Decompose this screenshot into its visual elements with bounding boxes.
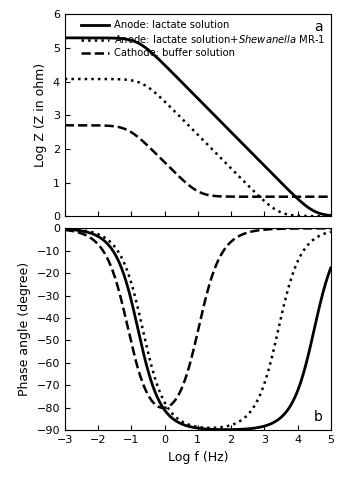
Cathode: buffer solution: (-3, 2.7): buffer solution: (-3, 2.7) [63,122,67,128]
Anode: lactate solution+$\it{Shewanella}$ MR-1: (-2.59, 4.08): lactate solution+$\it{Shewanella}$ MR-1:… [76,76,80,82]
Y-axis label: Log Z (Z in ohm): Log Z (Z in ohm) [34,63,47,167]
Anode: lactate solution+$\it{Shewanella}$ MR-1: (5, 0.000153): lactate solution+$\it{Shewanella}$ MR-1:… [329,213,333,219]
Anode: lactate solution+$\it{Shewanella}$ MR-1: (4.76, 0.000453): lactate solution+$\it{Shewanella}$ MR-1:… [321,213,325,219]
Anode: lactate solution: (4.77, 0.0561): lactate solution: (4.77, 0.0561) [321,211,325,217]
Anode: lactate solution+$\it{Shewanella}$ MR-1: (0.89, 2.53): lactate solution+$\it{Shewanella}$ MR-1:… [192,128,196,134]
Anode: lactate solution: (4.76, 0.0571): lactate solution: (4.76, 0.0571) [321,211,325,217]
Cathode: buffer solution: (0.89, 0.807): buffer solution: (0.89, 0.807) [192,186,196,192]
Anode: lactate solution: (-2.59, 5.3): lactate solution: (-2.59, 5.3) [76,35,80,41]
Anode: lactate solution: (3.3, 1.2): lactate solution: (3.3, 1.2) [272,173,276,179]
Cathode: buffer solution: (0.678, 0.965): buffer solution: (0.678, 0.965) [185,181,189,186]
Line: Anode: lactate solution+$\it{Shewanella}$ MR-1: Anode: lactate solution+$\it{Shewanella}… [65,79,331,216]
Cathode: buffer solution: (-2.59, 2.7): buffer solution: (-2.59, 2.7) [76,122,80,128]
Anode: lactate solution+$\it{Shewanella}$ MR-1: (-3, 4.08): lactate solution+$\it{Shewanella}$ MR-1:… [63,76,67,82]
Cathode: buffer solution: (3.3, 0.58): buffer solution: (3.3, 0.58) [272,194,276,200]
Cathode: buffer solution: (5, 0.58): buffer solution: (5, 0.58) [329,194,333,200]
Anode: lactate solution: (0.89, 3.61): lactate solution: (0.89, 3.61) [192,92,196,98]
Cathode: buffer solution: (4.77, 0.58): buffer solution: (4.77, 0.58) [321,194,325,200]
Line: Anode: lactate solution: Anode: lactate solution [65,38,331,216]
X-axis label: Log f (Hz): Log f (Hz) [167,451,228,464]
Anode: lactate solution: (0.678, 3.82): lactate solution: (0.678, 3.82) [185,85,189,90]
Anode: lactate solution: (5, 0.021): lactate solution: (5, 0.021) [329,213,333,218]
Text: a: a [314,21,323,34]
Y-axis label: Phase angle (degree): Phase angle (degree) [18,262,31,396]
Text: b: b [314,410,323,424]
Anode: lactate solution: (-3, 5.3): lactate solution: (-3, 5.3) [63,35,67,41]
Line: Cathode: buffer solution: Cathode: buffer solution [65,125,331,197]
Anode: lactate solution+$\it{Shewanella}$ MR-1: (3.3, 0.222): lactate solution+$\it{Shewanella}$ MR-1:… [272,206,276,212]
Cathode: buffer solution: (4.76, 0.58): buffer solution: (4.76, 0.58) [321,194,325,200]
Legend: Anode: lactate solution, Anode: lactate solution+$\it{Shewanella}$ MR-1, Cathode: Anode: lactate solution, Anode: lactate … [77,16,329,62]
Anode: lactate solution+$\it{Shewanella}$ MR-1: (0.678, 2.75): lactate solution+$\it{Shewanella}$ MR-1:… [185,121,189,127]
Anode: lactate solution+$\it{Shewanella}$ MR-1: (4.77, 0.000445): lactate solution+$\it{Shewanella}$ MR-1:… [321,213,325,219]
